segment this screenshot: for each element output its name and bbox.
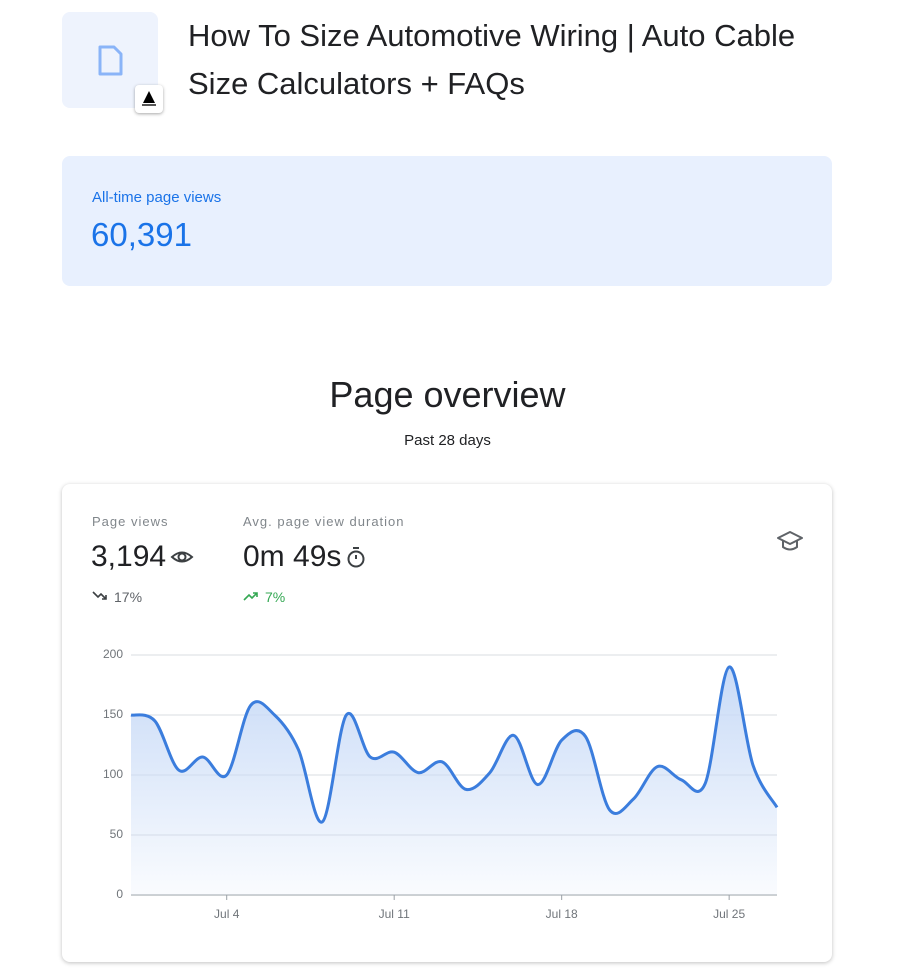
all-time-label: All-time page views xyxy=(92,189,222,206)
all-time-value: 60,391 xyxy=(91,216,192,253)
trend-up-icon xyxy=(243,592,258,601)
trend-down-icon xyxy=(92,591,107,600)
metric-change: 17% xyxy=(92,589,142,605)
metric-value-text: 0m 49s xyxy=(243,540,342,573)
y-tick-label: 0 xyxy=(116,887,123,901)
x-tick-label: Jul 4 xyxy=(214,907,240,921)
all-time-card: All-time page views 60,391 xyxy=(62,156,832,286)
line xyxy=(130,665,779,824)
y-tick-label: 150 xyxy=(103,707,123,721)
metric-change: 7% xyxy=(243,589,285,605)
doc-icon xyxy=(98,45,123,76)
y-tick-label: 200 xyxy=(103,647,123,661)
overview-subtitle: Past 28 days xyxy=(404,432,491,449)
learn-icon[interactable] xyxy=(776,529,804,553)
x-tick-label: Jul 11 xyxy=(379,907,410,921)
page-title: How To Size Automotive Wiring | Auto Cab… xyxy=(188,18,796,101)
area xyxy=(131,666,777,895)
x-tick-label: Jul 25 xyxy=(713,907,745,921)
y-tick-label: 50 xyxy=(110,827,124,841)
metric-change-text: 17% xyxy=(114,589,143,605)
metric-value: 3,194 xyxy=(91,540,194,574)
metric-change-text: 7% xyxy=(265,589,286,605)
x-tick-label: Jul 18 xyxy=(546,907,578,921)
metric-value: 0m 49s xyxy=(243,540,367,574)
overview-title: Page overview xyxy=(329,374,566,415)
favicon xyxy=(135,85,163,113)
y-tick-label: 100 xyxy=(103,767,123,781)
metric-label: Avg. page view duration xyxy=(243,514,405,529)
metric-value-text: 3,194 xyxy=(91,540,167,573)
metric-label: Page views xyxy=(92,514,169,529)
